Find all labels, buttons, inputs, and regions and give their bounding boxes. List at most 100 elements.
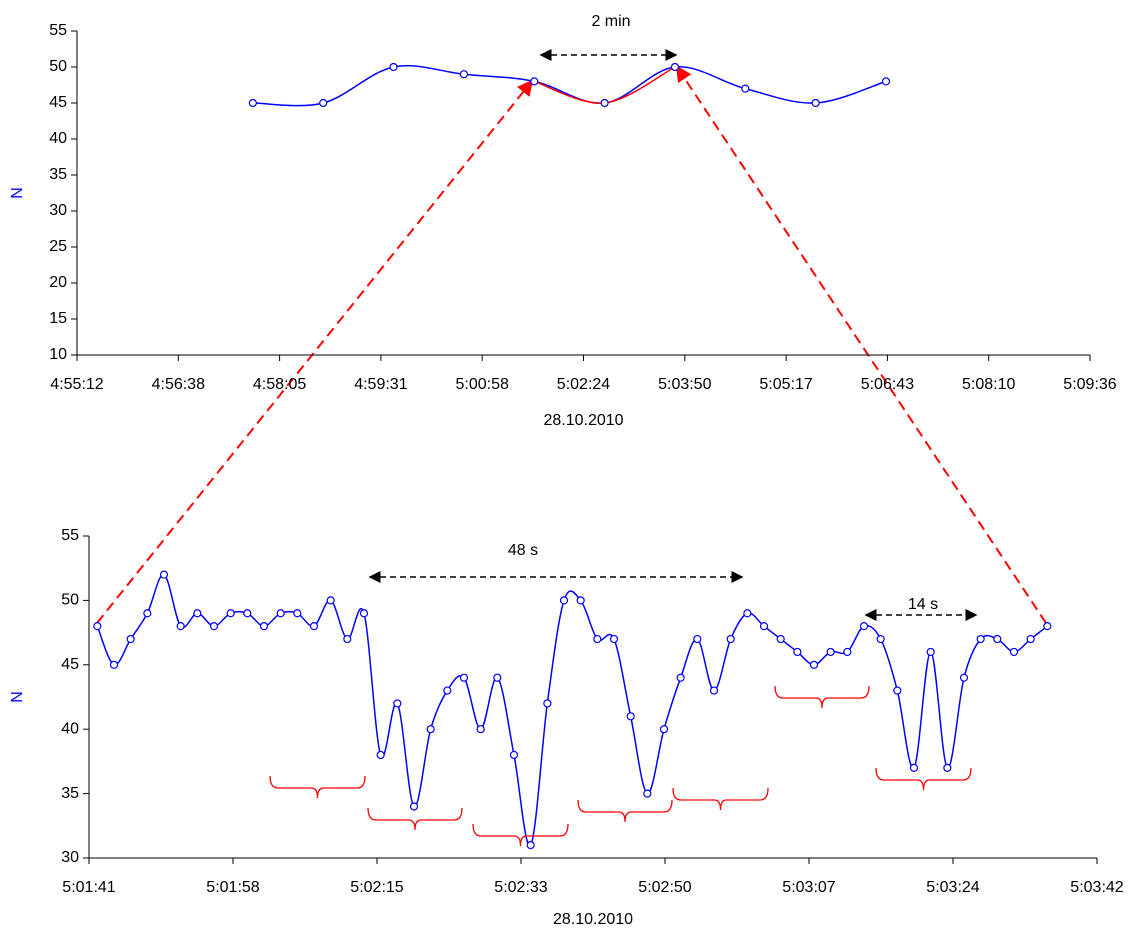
point xyxy=(709,686,719,695)
point xyxy=(359,609,369,618)
point xyxy=(743,609,752,618)
annotation: 2 min xyxy=(591,13,630,30)
point xyxy=(1026,634,1035,644)
point xyxy=(593,634,602,644)
point xyxy=(600,98,609,108)
y-tick-label: 45 xyxy=(49,94,67,111)
x-tick-label: 5:02:15 xyxy=(350,879,403,896)
x-tick-label: 5:03:42 xyxy=(1070,879,1123,896)
point xyxy=(543,699,552,708)
x-tick-label: 5:06:43 xyxy=(861,376,914,393)
y-axis-title: N xyxy=(9,691,26,703)
y-tick-label: 15 xyxy=(49,310,67,327)
point xyxy=(976,634,985,644)
point xyxy=(493,673,502,682)
point xyxy=(193,609,202,618)
x-tick-label: 5:01:41 xyxy=(62,879,115,896)
brace xyxy=(774,685,870,709)
point xyxy=(143,609,152,618)
brace xyxy=(269,775,366,799)
brace xyxy=(672,787,769,811)
point xyxy=(759,622,769,631)
x-tick-label: 5:03:50 xyxy=(658,376,711,393)
x-tick-label: 5:05:17 xyxy=(759,376,812,393)
point xyxy=(959,673,969,682)
point xyxy=(576,596,585,605)
point xyxy=(1043,622,1052,631)
brace xyxy=(577,799,673,823)
point xyxy=(909,763,919,772)
point xyxy=(509,750,519,760)
y-tick-label: 40 xyxy=(61,720,79,737)
point xyxy=(426,725,435,734)
y-tick-label: 40 xyxy=(49,130,67,147)
point xyxy=(926,647,935,657)
x-tick-label: 4:55:12 xyxy=(50,376,103,393)
brace xyxy=(875,767,972,791)
point xyxy=(176,622,185,631)
zoom-arrow xyxy=(675,65,1047,624)
point xyxy=(276,609,285,618)
point xyxy=(443,686,452,695)
y-tick-label: 45 xyxy=(61,656,79,673)
y-tick-label: 35 xyxy=(61,785,79,802)
point xyxy=(309,622,319,631)
point xyxy=(659,725,669,734)
annotation: 48 s xyxy=(508,542,538,559)
point xyxy=(226,609,235,618)
point xyxy=(93,622,102,631)
y-tick-label: 25 xyxy=(49,238,67,255)
point xyxy=(676,673,685,682)
x-tick-label: 4:58:05 xyxy=(253,376,306,393)
point xyxy=(859,622,869,631)
x-axis-title: 28.10.2010 xyxy=(553,911,633,928)
x-tick-label: 5:01:58 xyxy=(206,879,259,896)
y-tick-label: 50 xyxy=(49,58,67,75)
y-tick-label: 55 xyxy=(61,527,79,544)
x-tick-label: 5:02:33 xyxy=(494,879,547,896)
brace xyxy=(472,823,569,847)
point xyxy=(609,634,619,644)
point xyxy=(343,634,352,644)
x-tick-label: 4:56:38 xyxy=(152,376,205,393)
x-tick-label: 5:02:24 xyxy=(557,376,610,393)
y-tick-label: 20 xyxy=(49,274,67,291)
point xyxy=(843,647,852,657)
y-tick-label: 35 xyxy=(49,166,67,183)
point xyxy=(109,660,119,669)
point xyxy=(943,763,952,772)
x-axis-title: 28.10.2010 xyxy=(543,412,623,429)
point xyxy=(643,789,652,798)
point xyxy=(811,98,820,108)
point xyxy=(530,77,539,86)
point xyxy=(693,634,702,644)
point xyxy=(376,750,385,760)
point xyxy=(793,647,802,657)
point xyxy=(809,660,819,669)
annotation: 14 s xyxy=(908,596,938,613)
point xyxy=(209,622,219,631)
point xyxy=(459,70,469,79)
point xyxy=(243,609,252,618)
y-tick-label: 10 xyxy=(49,346,67,363)
series-line xyxy=(96,573,1048,847)
point xyxy=(476,725,485,734)
x-tick-label: 5:03:24 xyxy=(926,879,979,896)
point xyxy=(993,634,1002,644)
y-tick-label: 30 xyxy=(49,202,67,219)
zoom-arrow xyxy=(96,79,534,624)
point xyxy=(248,98,257,108)
x-tick-label: 5:03:07 xyxy=(782,879,835,896)
x-tick-label: 5:00:58 xyxy=(456,376,509,393)
x-tick-label: 4:59:31 xyxy=(354,376,407,393)
brace xyxy=(367,807,463,831)
highlight-line xyxy=(534,66,676,104)
point xyxy=(559,596,569,605)
point xyxy=(293,609,302,618)
y-tick-label: 50 xyxy=(61,592,79,609)
y-tick-label: 30 xyxy=(61,849,79,866)
point xyxy=(326,596,335,605)
point xyxy=(741,84,750,93)
point xyxy=(319,98,328,108)
point xyxy=(626,712,635,721)
